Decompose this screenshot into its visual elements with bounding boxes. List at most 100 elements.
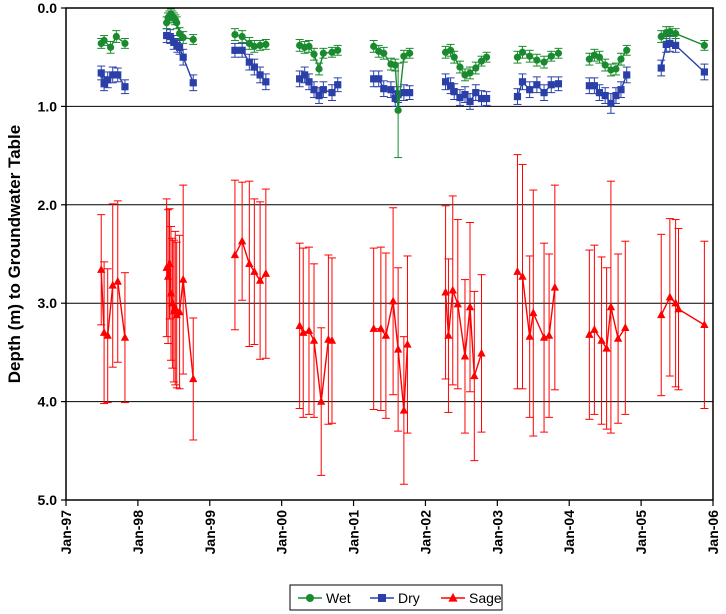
- data-point: [403, 339, 412, 348]
- data-point: [448, 592, 458, 602]
- data-point: [456, 93, 464, 102]
- data-point: [513, 92, 522, 101]
- data-point: [482, 94, 491, 103]
- data-point: [399, 405, 409, 414]
- data-point: [671, 298, 680, 307]
- data-point: [121, 83, 129, 91]
- data-point: [328, 48, 336, 56]
- data-point: [540, 89, 548, 97]
- data-point: [441, 78, 450, 86]
- data-point: [590, 325, 599, 333]
- data-point: [447, 82, 455, 90]
- series-line: [660, 296, 705, 326]
- data-point: [250, 63, 258, 71]
- data-point: [544, 331, 554, 339]
- x-tick-label: Jan-00: [274, 510, 290, 555]
- y-tick-label: 0.0: [38, 0, 58, 16]
- legend-box: [289, 584, 503, 611]
- data-point: [674, 304, 683, 313]
- data-point: [602, 343, 611, 352]
- data-point: [245, 259, 254, 267]
- data-point: [533, 81, 541, 89]
- data-point: [250, 267, 259, 275]
- data-point: [306, 594, 314, 602]
- data-point: [262, 40, 270, 49]
- data-point: [380, 49, 388, 57]
- data-point: [700, 320, 709, 328]
- data-point: [657, 64, 665, 72]
- data-point: [657, 32, 665, 41]
- data-point: [179, 33, 187, 42]
- data-point: [166, 288, 176, 297]
- data-point: [378, 594, 386, 602]
- data-point: [477, 348, 486, 357]
- data-point: [334, 81, 342, 89]
- data-point: [456, 63, 464, 71]
- data-point: [526, 52, 534, 60]
- data-point: [295, 321, 304, 329]
- data-point: [391, 61, 399, 69]
- data-point: [370, 42, 378, 50]
- data-point: [477, 94, 486, 103]
- data-point: [104, 76, 112, 84]
- data-point: [621, 323, 630, 331]
- data-point: [482, 53, 491, 61]
- data-point: [255, 275, 265, 284]
- data-point: [613, 333, 623, 342]
- data-point: [606, 302, 616, 311]
- data-point: [450, 53, 458, 61]
- plot-frame: [65, 7, 714, 501]
- data-point: [296, 75, 304, 83]
- data-point: [231, 30, 239, 39]
- data-point: [163, 271, 173, 280]
- data-point: [100, 36, 108, 45]
- data-point: [617, 86, 625, 94]
- data-point: [189, 374, 198, 383]
- data-point: [472, 64, 480, 72]
- data-point: [513, 267, 522, 275]
- series-wet: [97, 8, 709, 159]
- data-point: [554, 49, 563, 57]
- data-point: [238, 32, 246, 41]
- data-point: [466, 69, 474, 77]
- data-point: [166, 32, 174, 41]
- data-point: [121, 39, 129, 48]
- series-line: [373, 301, 409, 411]
- data-point: [381, 331, 391, 339]
- data-point: [175, 307, 184, 316]
- x-tick-label: Jan-97: [58, 510, 74, 555]
- data-point: [547, 81, 555, 89]
- x-tick-label: Jan-03: [489, 510, 505, 555]
- data-point: [465, 302, 475, 311]
- y-tick-label: 1.0: [38, 98, 58, 114]
- data-point: [525, 332, 534, 340]
- x-tick-label: Jan-06: [705, 510, 721, 555]
- data-point: [162, 263, 171, 271]
- data-point: [665, 292, 675, 301]
- data-point: [400, 52, 408, 60]
- data-point: [317, 396, 326, 405]
- data-point: [310, 86, 318, 94]
- data-point: [376, 324, 386, 332]
- data-point: [328, 89, 336, 97]
- data-point: [171, 303, 180, 312]
- series-layer: [97, 8, 709, 485]
- data-point: [189, 35, 197, 44]
- x-tick-label: Jan-99: [202, 510, 218, 555]
- data-point: [97, 69, 105, 77]
- data-point: [472, 89, 480, 97]
- data-point: [518, 48, 527, 56]
- y-tick-label: 3.0: [38, 295, 58, 311]
- x-axis-ticks: Jan-97 Jan-98 Jan-99 Jan-00 Jan-01 Jan-02 Jan-…: [58, 500, 721, 554]
- data-point: [393, 344, 403, 353]
- data-point: [369, 324, 378, 332]
- data-point: [466, 97, 474, 106]
- x-tick-label: Jan-04: [561, 510, 577, 555]
- data-point: [394, 106, 402, 114]
- data-point: [666, 28, 674, 36]
- x-tick-label: Jan-05: [633, 510, 649, 555]
- data-point: [309, 335, 319, 344]
- data-point: [547, 52, 555, 60]
- data-point: [400, 89, 408, 97]
- data-point: [597, 335, 606, 344]
